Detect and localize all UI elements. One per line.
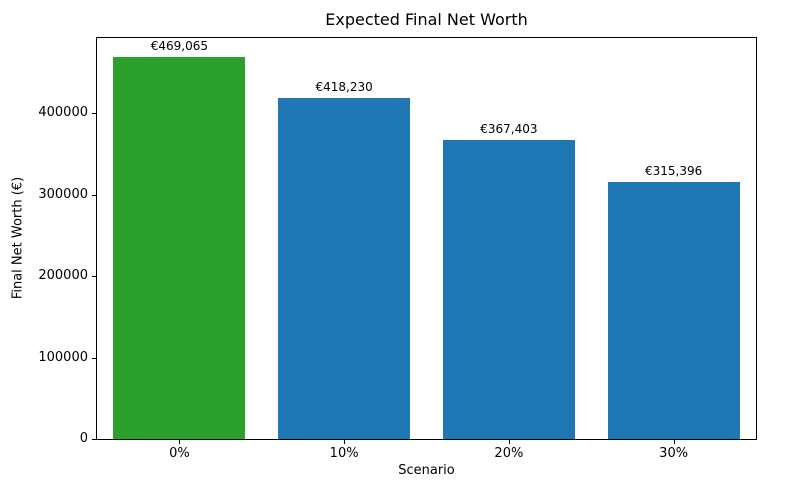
bar-value-label: €469,065	[150, 39, 209, 54]
bar-value-label: €367,403	[480, 121, 538, 136]
x-tick-label-10%: 10%	[329, 446, 359, 461]
bar-10%	[278, 98, 411, 439]
bar-20%	[442, 139, 575, 439]
x-tick-label-0%: 0%	[169, 446, 190, 461]
x-tick-label-30%: 30%	[659, 446, 689, 461]
y-tick-mark	[92, 439, 96, 440]
y-tick-label: 400000	[38, 105, 88, 121]
x-tick-mark	[673, 440, 675, 444]
x-tick-mark	[179, 440, 181, 444]
bar-value-label: €418,230	[315, 80, 373, 95]
bar-0%	[113, 57, 246, 439]
plot-area: €469,065 €418,230 €367,403 €315,396	[96, 37, 757, 440]
x-axis-label: Scenario	[398, 463, 455, 478]
bar-value-label: €315,396	[644, 164, 703, 179]
y-tick-label: 200000	[38, 268, 88, 284]
bar-30%	[607, 182, 740, 439]
y-tick-label: 300000	[38, 186, 88, 202]
x-tick-label-20%: 20%	[494, 446, 524, 461]
chart-title: Expected Final Net Worth	[325, 10, 528, 29]
y-tick-mark	[92, 276, 96, 278]
y-tick-mark	[92, 113, 96, 115]
y-tick-mark	[92, 357, 96, 359]
x-tick-mark	[344, 440, 346, 444]
y-tick-label: 100000	[38, 349, 88, 365]
x-tick-mark	[508, 440, 510, 444]
y-tick-mark	[92, 194, 96, 196]
y-tick-label: 0	[79, 431, 88, 446]
